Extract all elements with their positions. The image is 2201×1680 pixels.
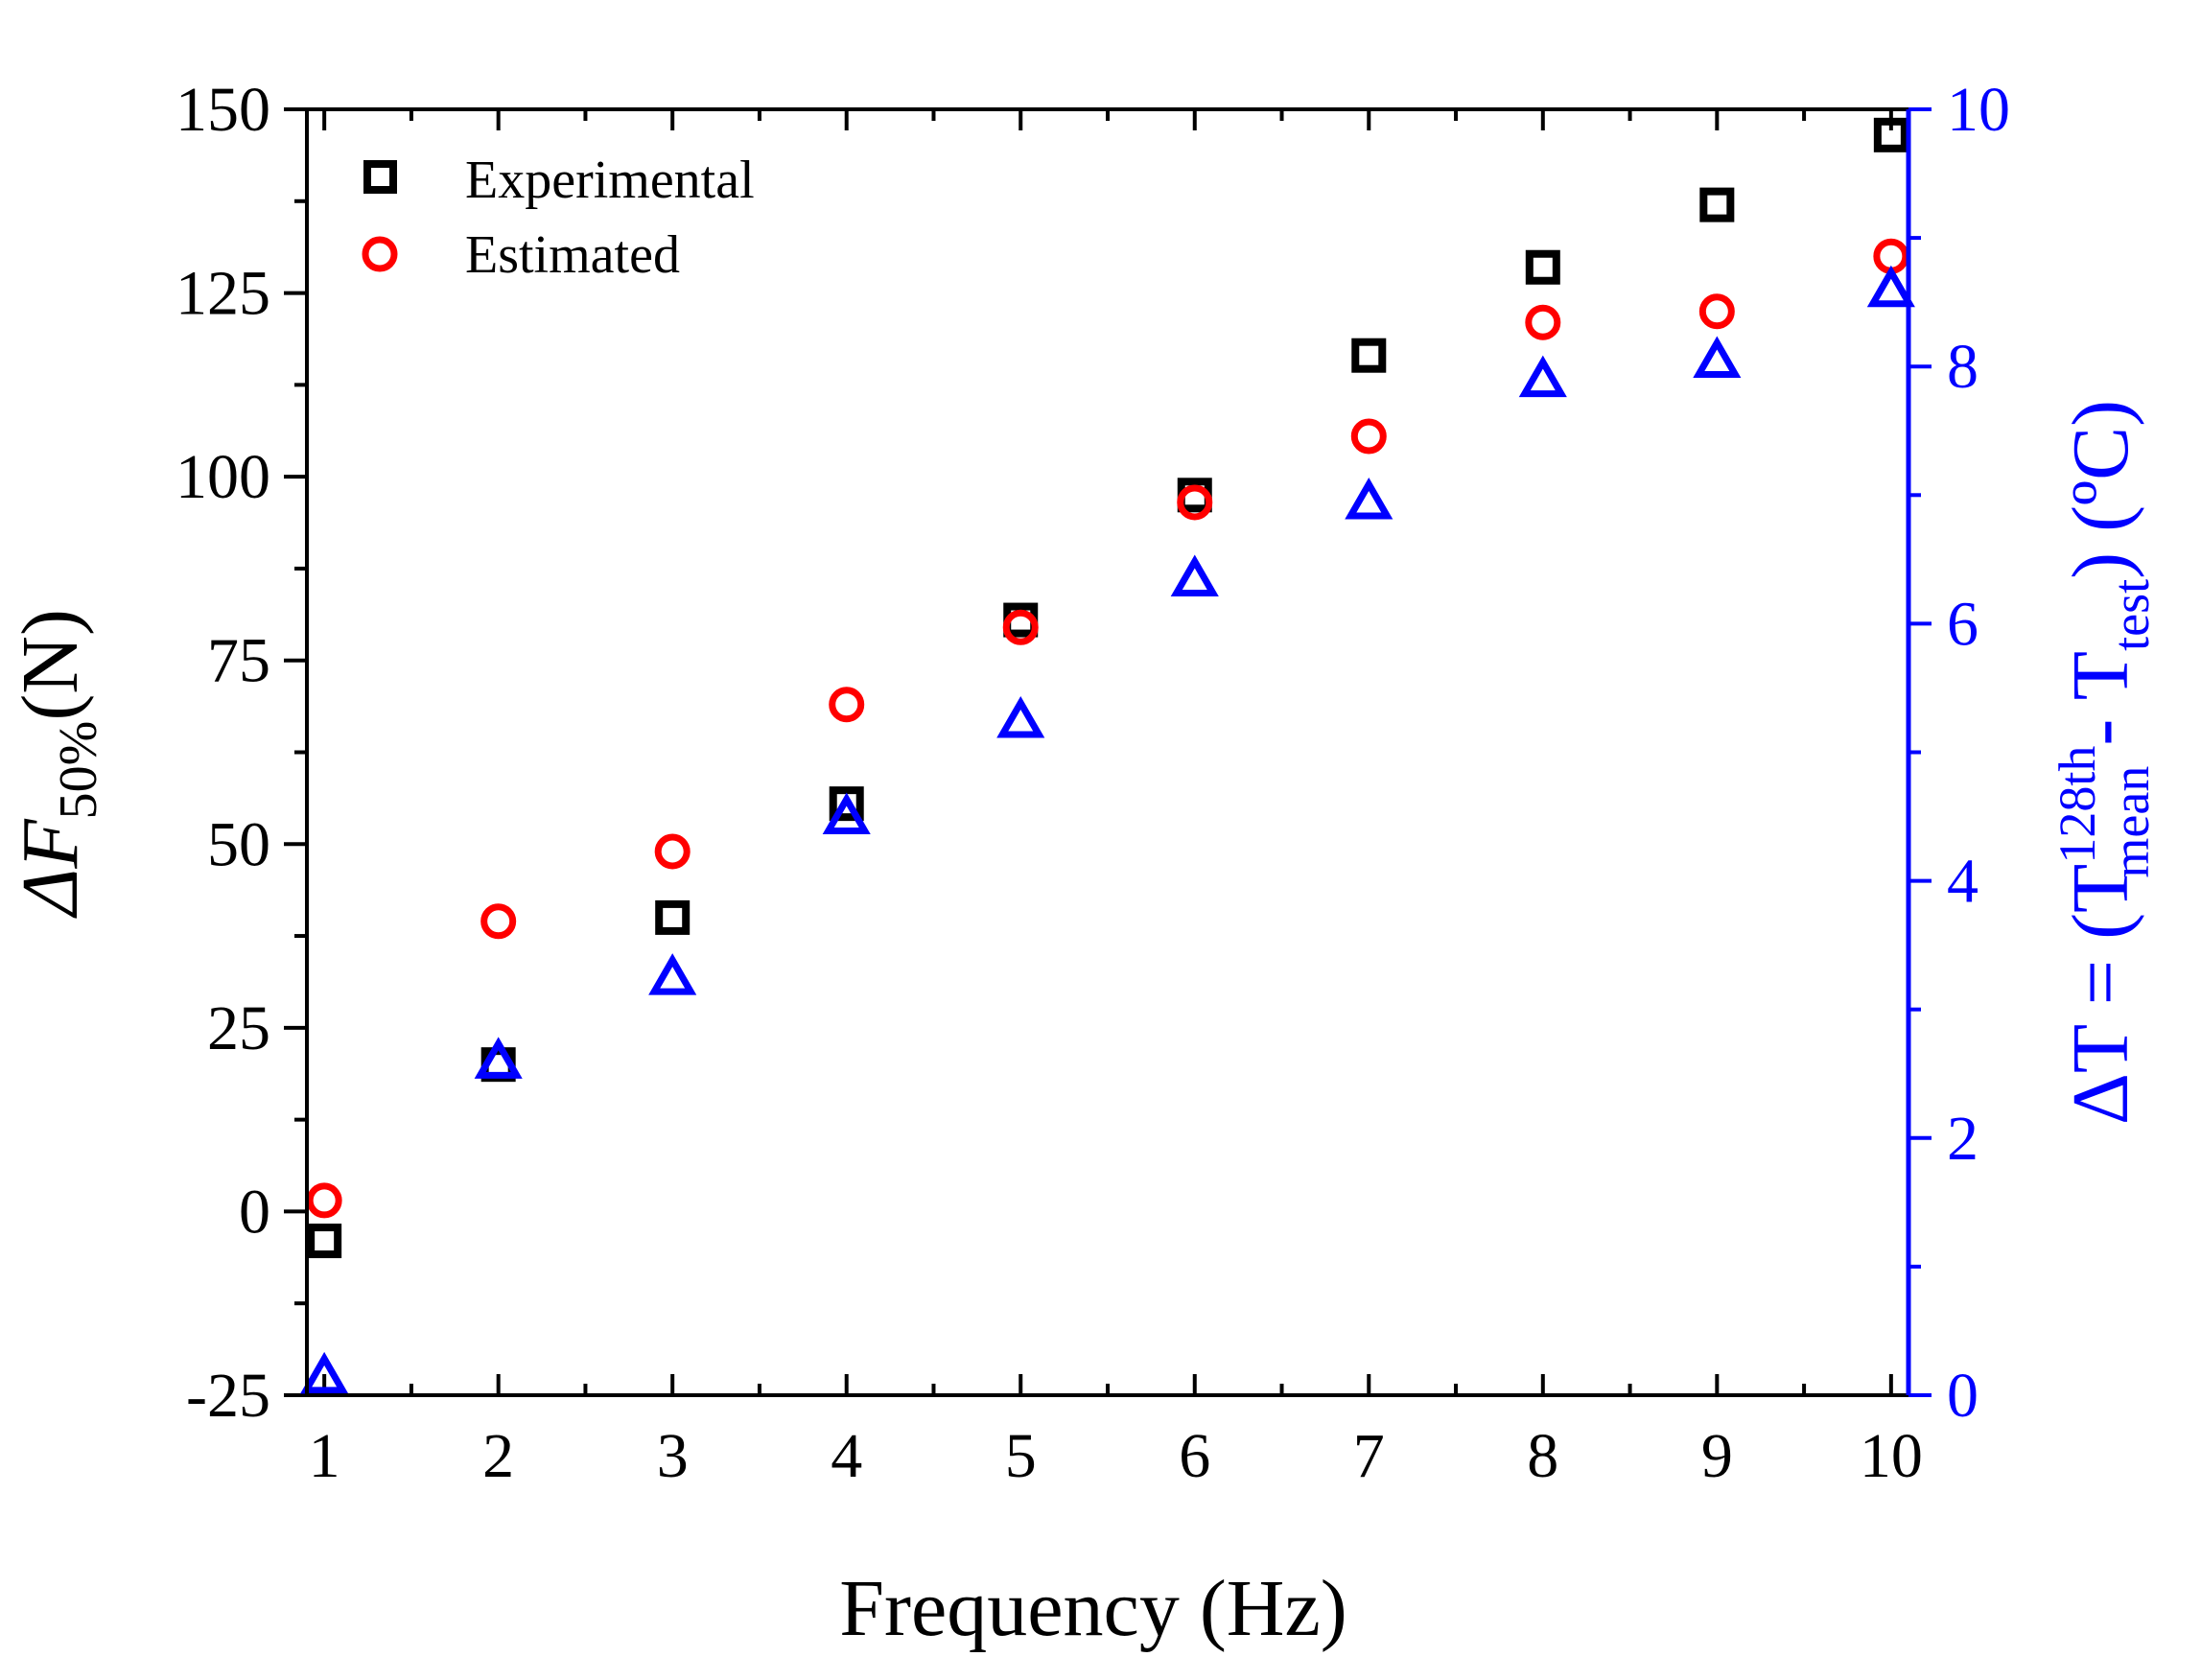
y-right-title-part2: - T bbox=[2056, 651, 2145, 766]
y-left-tick-label: 25 bbox=[207, 993, 270, 1063]
data-point-delta-t bbox=[1518, 355, 1567, 398]
y-right-tick-label: 8 bbox=[1947, 332, 1979, 402]
y-left-tick-label: 0 bbox=[239, 1177, 270, 1247]
y-left-tick-label: 100 bbox=[176, 442, 270, 512]
data-point-estimated bbox=[1525, 304, 1561, 340]
data-point-estimated bbox=[480, 903, 517, 940]
data-point-experimental bbox=[307, 1224, 342, 1259]
y-axis-title-left: ΔF50%(N) bbox=[6, 609, 108, 919]
data-point-experimental bbox=[1873, 117, 1908, 152]
y-axis-title-right: ΔT = (T128thmean - Ttest) (ºC) bbox=[2049, 400, 2160, 1125]
y-right-tick-label: 6 bbox=[1947, 589, 1979, 659]
x-axis-title: Frequency (Hz) bbox=[839, 1564, 1346, 1653]
data-point-delta-t bbox=[648, 953, 697, 995]
legend-label-experimental: Experimental bbox=[465, 151, 755, 210]
data-point-delta-t bbox=[822, 792, 871, 835]
data-point-estimated bbox=[1177, 484, 1213, 521]
data-point-estimated bbox=[1698, 293, 1735, 330]
y-left-title-suffix: (N) bbox=[6, 609, 95, 721]
x-tick-label: 6 bbox=[1179, 1421, 1210, 1491]
legend-label-estimated: Estimated bbox=[465, 225, 680, 285]
y-left-tick-label: -25 bbox=[186, 1361, 270, 1431]
y-right-title-sub1: mean bbox=[2102, 766, 2160, 878]
x-tick-label: 2 bbox=[482, 1421, 514, 1491]
x-tick-label: 9 bbox=[1701, 1421, 1733, 1491]
data-point-experimental bbox=[1351, 338, 1387, 373]
data-point-experimental bbox=[1699, 187, 1735, 222]
data-point-delta-t bbox=[1345, 477, 1393, 520]
legend-marker-estimated bbox=[362, 236, 398, 272]
data-point-delta-t bbox=[1693, 336, 1742, 378]
y-right-title-part1: ΔT = (T bbox=[2056, 864, 2145, 1125]
legend-marker-experimental bbox=[363, 160, 397, 194]
data-point-delta-t bbox=[996, 695, 1045, 738]
data-point-estimated bbox=[829, 687, 865, 723]
x-tick-label: 10 bbox=[1860, 1421, 1923, 1491]
y-right-title-sup: 128th bbox=[2049, 746, 2106, 864]
data-point-delta-t bbox=[1170, 554, 1219, 596]
y-left-tick-label: 150 bbox=[176, 75, 270, 145]
data-point-delta-t bbox=[300, 1351, 349, 1394]
data-point-estimated bbox=[1002, 609, 1039, 645]
y-right-title-part3: ) (ºC) bbox=[2056, 400, 2145, 579]
y-right-tick-label: 10 bbox=[1947, 75, 2010, 145]
data-point-estimated bbox=[1350, 418, 1387, 455]
y-left-tick-label: 50 bbox=[207, 809, 270, 879]
y-left-title-prefix: ΔF bbox=[6, 818, 95, 919]
data-point-experimental bbox=[1525, 249, 1560, 285]
y-right-title-sub2: test bbox=[2102, 579, 2160, 651]
y-right-tick-label: 2 bbox=[1947, 1104, 1979, 1174]
x-tick-label: 1 bbox=[309, 1421, 340, 1491]
y-right-tick-label: 0 bbox=[1947, 1361, 1979, 1431]
x-tick-label: 5 bbox=[1005, 1421, 1037, 1491]
x-tick-label: 3 bbox=[657, 1421, 689, 1491]
x-tick-label: 7 bbox=[1353, 1421, 1385, 1491]
y-left-tick-label: 75 bbox=[207, 626, 270, 696]
y-left-tick-label: 125 bbox=[176, 259, 270, 329]
data-point-delta-t bbox=[1866, 265, 1915, 308]
data-point-experimental bbox=[655, 899, 691, 935]
x-tick-label: 8 bbox=[1527, 1421, 1558, 1491]
data-point-estimated bbox=[654, 833, 691, 870]
data-point-estimated bbox=[306, 1182, 342, 1219]
x-tick-label: 4 bbox=[831, 1421, 862, 1491]
data-point-experimental bbox=[829, 786, 864, 822]
data-point-delta-t bbox=[474, 1037, 523, 1079]
legend: Experimental Estimated bbox=[362, 151, 755, 285]
y-left-title-subscript: 50% bbox=[49, 721, 108, 820]
y-right-tick-label: 4 bbox=[1947, 847, 1979, 917]
